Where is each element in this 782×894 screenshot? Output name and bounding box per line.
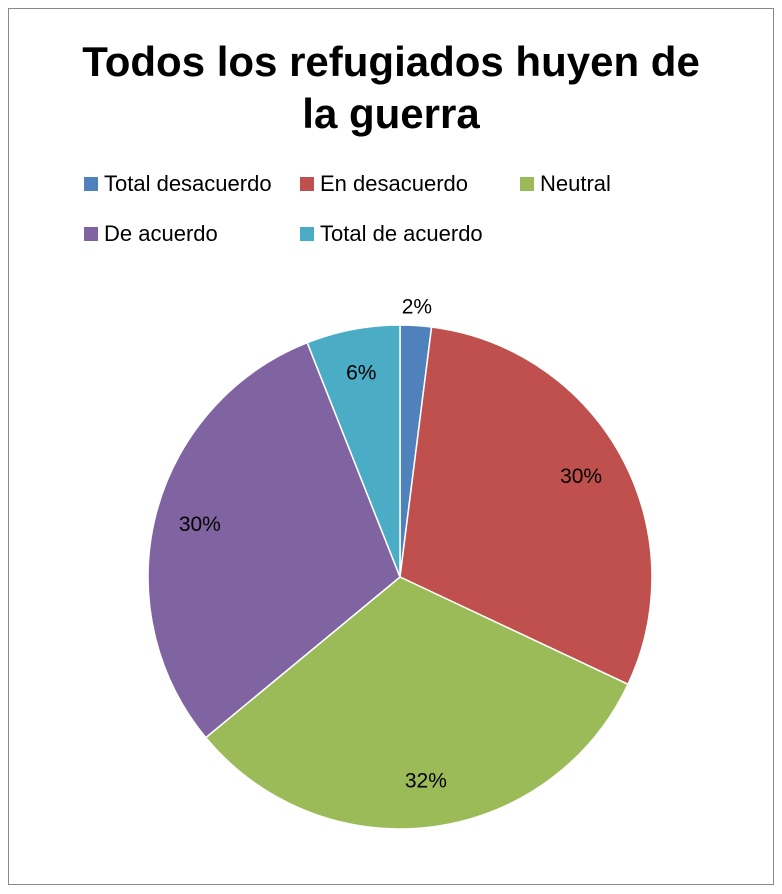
legend-swatch xyxy=(84,227,98,241)
legend-item: Neutral xyxy=(520,170,611,198)
legend-item: Total de acuerdo xyxy=(300,220,520,248)
legend-label: De acuerdo xyxy=(104,221,218,246)
data-label: 6% xyxy=(346,362,376,385)
legend-item: Total desacuerdo xyxy=(84,170,300,198)
legend-item: En desacuerdo xyxy=(300,170,520,198)
data-label: 30% xyxy=(560,465,602,488)
legend-label: Neutral xyxy=(540,171,611,196)
legend-swatch xyxy=(300,227,314,241)
legend-swatch xyxy=(520,177,534,191)
pie-slice xyxy=(399,326,653,686)
legend-item: De acuerdo xyxy=(84,220,300,248)
pie-slice xyxy=(147,341,401,739)
legend: Total desacuerdo En desacuerdo Neutral De a… xyxy=(84,170,611,248)
legend-swatch xyxy=(300,177,314,191)
legend-label: En desacuerdo xyxy=(320,171,468,196)
data-label: 32% xyxy=(405,770,447,793)
chart-title: Todos los refugiados huyen de la guerra xyxy=(82,38,700,137)
legend-swatch xyxy=(84,177,98,191)
pie-slice xyxy=(306,324,401,578)
data-label: 2% xyxy=(402,295,432,318)
pie-slice xyxy=(204,576,630,830)
data-label: 30% xyxy=(179,513,221,536)
chart-border xyxy=(8,8,774,885)
legend-label: Total de acuerdo xyxy=(320,221,483,246)
legend-label: Total desacuerdo xyxy=(104,171,272,196)
